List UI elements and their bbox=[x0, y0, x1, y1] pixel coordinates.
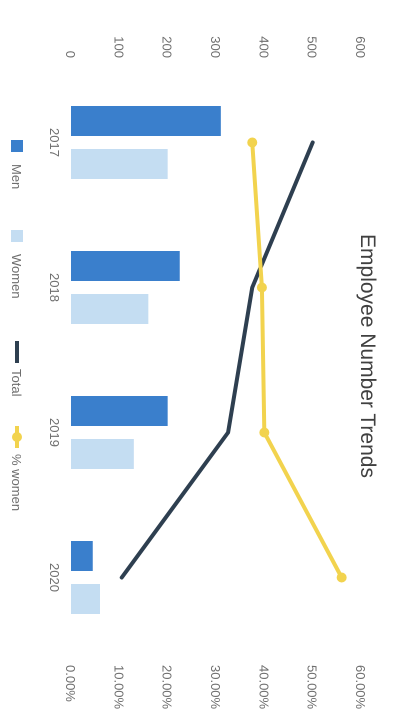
secondary-tick-label: 60.00% bbox=[353, 665, 368, 710]
legend-label: % women bbox=[9, 454, 24, 511]
primary-axis-ticks: 0 100 200 300 400 500 600 bbox=[63, 36, 368, 58]
line-pct-women bbox=[250, 140, 344, 580]
legend-swatch bbox=[11, 140, 23, 152]
primary-tick-label: 200 bbox=[160, 36, 175, 58]
legend-marker bbox=[12, 432, 22, 442]
legend-label: Men bbox=[9, 164, 24, 189]
primary-tick-label: 0 bbox=[63, 51, 78, 58]
legend-item-total: Total bbox=[9, 341, 24, 397]
bar-men-2017 bbox=[71, 106, 221, 136]
bar-women-2018 bbox=[71, 294, 149, 324]
category-axis-ticks: 2017 2018 2019 2020 bbox=[47, 128, 62, 592]
secondary-tick-label: 0.00% bbox=[63, 665, 78, 702]
bar-men-2020 bbox=[71, 541, 93, 571]
bar-women-2017 bbox=[71, 149, 168, 179]
legend-swatch bbox=[11, 230, 23, 242]
marker-pct-women-2017 bbox=[247, 137, 258, 148]
secondary-tick-label: 30.00% bbox=[208, 665, 223, 710]
primary-tick-label: 100 bbox=[111, 36, 126, 58]
secondary-tick-label: 50.00% bbox=[305, 665, 320, 710]
legend-label: Women bbox=[9, 254, 24, 299]
primary-tick-label: 400 bbox=[256, 36, 271, 58]
category-label: 2017 bbox=[47, 128, 62, 157]
primary-tick-label: 500 bbox=[305, 36, 320, 58]
bar-men-2019 bbox=[71, 396, 168, 426]
category-label: 2020 bbox=[47, 563, 62, 592]
legend: Men Women Total % women bbox=[9, 140, 24, 511]
primary-tick-label: 300 bbox=[208, 36, 223, 58]
category-label: 2019 bbox=[47, 418, 62, 447]
line-total bbox=[119, 140, 315, 580]
line-series bbox=[119, 137, 347, 583]
legend-item-pct-women: % women bbox=[9, 426, 24, 511]
legend-label: Total bbox=[9, 369, 24, 397]
secondary-tick-label: 20.00% bbox=[160, 665, 175, 710]
primary-tick-label: 600 bbox=[353, 36, 368, 58]
bar-series bbox=[71, 106, 221, 614]
legend-item-men: Men bbox=[9, 140, 24, 189]
bar-men-2018 bbox=[71, 251, 180, 281]
secondary-tick-label: 40.00% bbox=[256, 665, 271, 710]
chart-title: Employee Number Trends bbox=[356, 234, 379, 478]
bar-women-2019 bbox=[71, 439, 134, 469]
bar-women-2020 bbox=[71, 584, 100, 614]
category-label: 2018 bbox=[47, 273, 62, 302]
secondary-axis-ticks: 0.00% 10.00% 20.00% 30.00% 40.00% 50.00% 60.00… bbox=[63, 665, 368, 710]
marker-pct-women-2020 bbox=[336, 572, 347, 583]
legend-item-women: Women bbox=[9, 230, 24, 299]
marker-pct-women-2019 bbox=[259, 427, 270, 438]
marker-pct-women-2018 bbox=[256, 282, 267, 293]
secondary-tick-label: 10.00% bbox=[111, 665, 126, 710]
